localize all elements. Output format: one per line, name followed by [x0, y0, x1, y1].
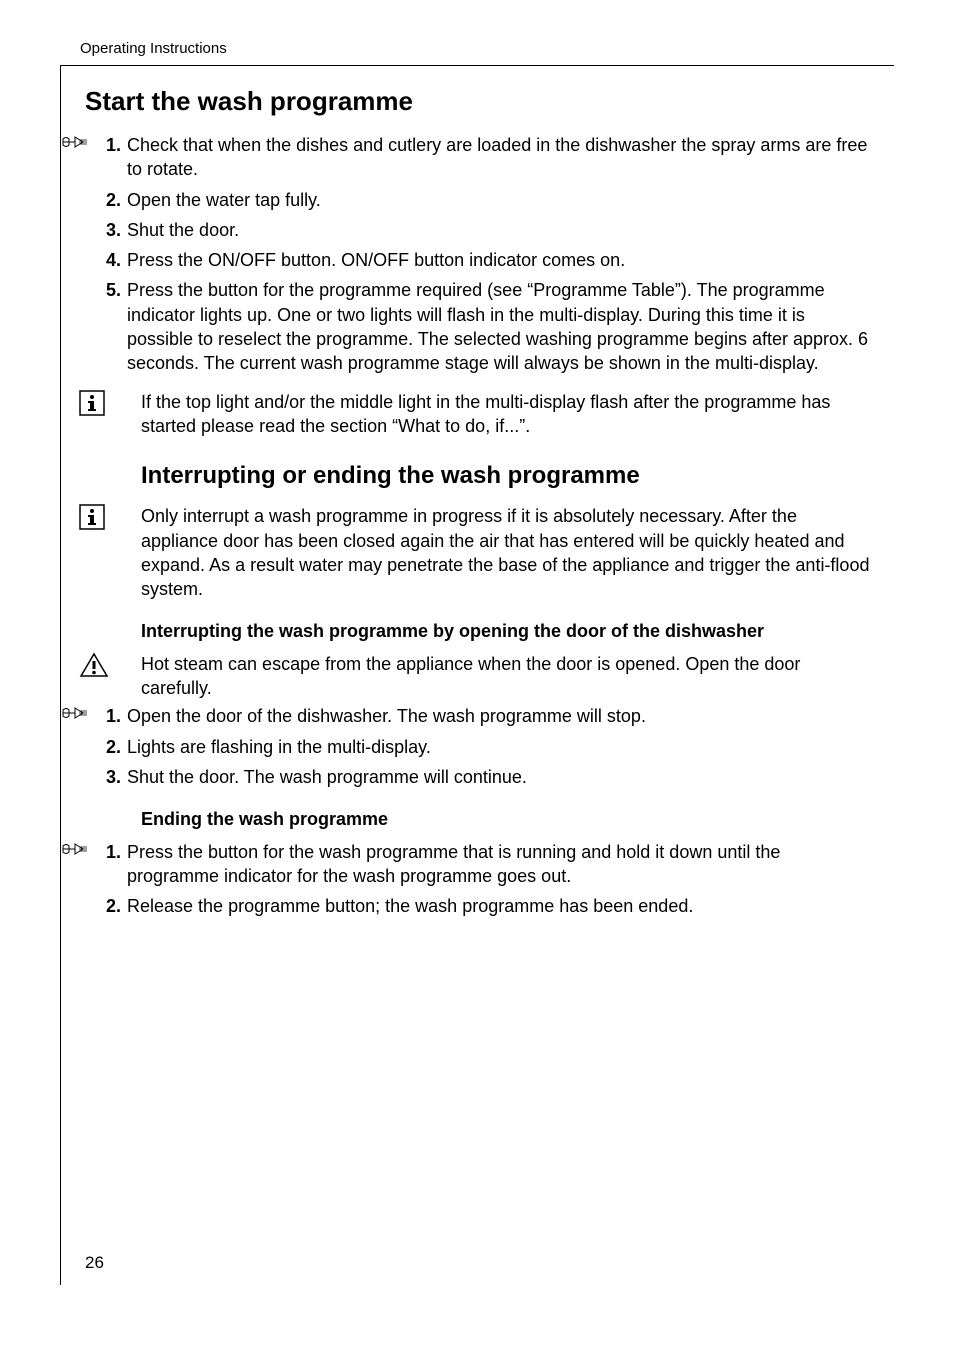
- section-title: Start the wash programme: [85, 86, 870, 117]
- step: 5. Press the button for the programme re…: [61, 278, 870, 375]
- warning-text: Hot steam can escape from the appliance …: [121, 652, 870, 701]
- step-number: 1.: [95, 840, 121, 864]
- hand-icon: [61, 840, 95, 858]
- step: 1. Press the button for the wash program…: [61, 840, 870, 889]
- step-number: 2.: [95, 894, 121, 918]
- step: 2. Release the programme button; the was…: [61, 894, 870, 918]
- info-icon: [61, 390, 121, 416]
- info-text: If the top light and/or the middle light…: [121, 390, 870, 439]
- step: 1. Check that when the dishes and cutler…: [61, 133, 870, 182]
- info-icon: [61, 504, 121, 530]
- warning-icon: [61, 652, 121, 678]
- step-number: 2.: [95, 188, 121, 212]
- info-text: Only interrupt a wash programme in progr…: [121, 504, 870, 601]
- step-number: 5.: [95, 278, 121, 302]
- step-number: 2.: [95, 735, 121, 759]
- step: 3. Shut the door. The wash programme wil…: [61, 765, 870, 789]
- hand-icon: [61, 704, 95, 722]
- info-block: Only interrupt a wash programme in progr…: [61, 504, 870, 601]
- warning-block: Hot steam can escape from the appliance …: [61, 652, 870, 701]
- step: 1. Open the door of the dishwasher. The …: [61, 704, 870, 728]
- step-text: Shut the door.: [121, 218, 870, 242]
- step: 2. Lights are flashing in the multi-disp…: [61, 735, 870, 759]
- page-number: 26: [85, 1253, 104, 1273]
- page-header: Operating Instructions: [60, 40, 894, 57]
- info-block: If the top light and/or the middle light…: [61, 390, 870, 439]
- content-frame: Start the wash programme 1. Check that w…: [60, 65, 894, 1285]
- paragraph-heading: Ending the wash programme: [141, 807, 870, 831]
- step-text: Open the water tap fully.: [121, 188, 870, 212]
- step-text: Lights are flashing in the multi-display…: [121, 735, 870, 759]
- step: 2. Open the water tap fully.: [61, 188, 870, 212]
- step-text: Shut the door. The wash programme will c…: [121, 765, 870, 789]
- step-number: 3.: [95, 765, 121, 789]
- step-text: Press the button for the wash programme …: [121, 840, 870, 889]
- hand-icon: [61, 133, 95, 151]
- step-number: 3.: [95, 218, 121, 242]
- step-number: 1.: [95, 704, 121, 728]
- step: 3. Shut the door.: [61, 218, 870, 242]
- paragraph-heading: Interrupting the wash programme by openi…: [141, 619, 870, 643]
- step-text: Check that when the dishes and cutlery a…: [121, 133, 870, 182]
- step-number: 4.: [95, 248, 121, 272]
- step-text: Open the door of the dishwasher. The was…: [121, 704, 870, 728]
- step-text: Press the ON/OFF button. ON/OFF button i…: [121, 248, 870, 272]
- step-number: 1.: [95, 133, 121, 157]
- subsection-title: Interrupting or ending the wash programm…: [141, 462, 870, 490]
- step: 4. Press the ON/OFF button. ON/OFF butto…: [61, 248, 870, 272]
- step-text: Press the button for the programme requi…: [121, 278, 870, 375]
- step-text: Release the programme button; the wash p…: [121, 894, 870, 918]
